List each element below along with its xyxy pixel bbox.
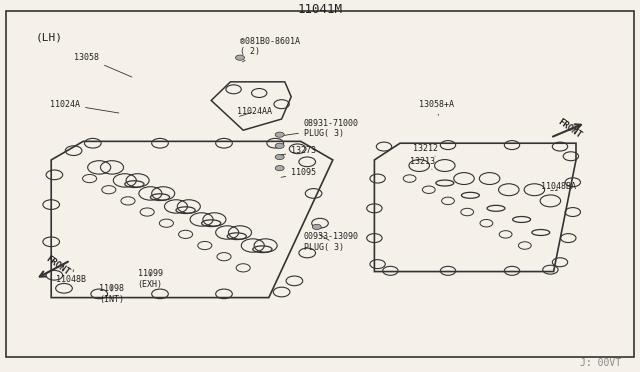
Text: 08931-71000
PLUG( 3): 08931-71000 PLUG( 3): [284, 119, 359, 138]
Circle shape: [236, 55, 244, 60]
Circle shape: [312, 224, 321, 230]
Text: 13213: 13213: [410, 157, 435, 169]
Polygon shape: [51, 141, 333, 298]
Text: 11048B: 11048B: [56, 270, 86, 283]
Text: 11095: 11095: [281, 169, 316, 177]
Text: 11024AA: 11024AA: [237, 107, 272, 116]
Circle shape: [275, 154, 284, 160]
Text: 13273: 13273: [281, 146, 316, 155]
Text: 13058: 13058: [74, 53, 132, 77]
Text: FRONT: FRONT: [44, 254, 71, 278]
Circle shape: [275, 166, 284, 171]
Text: 13058+A: 13058+A: [419, 100, 454, 115]
Text: 11098
(INT): 11098 (INT): [99, 284, 124, 304]
Text: FRONT: FRONT: [556, 117, 583, 140]
Text: 11041M: 11041M: [298, 3, 342, 16]
Text: ®081B0-8601A
( 2): ®081B0-8601A ( 2): [240, 37, 300, 62]
Text: 11048BA: 11048BA: [541, 182, 576, 190]
Polygon shape: [374, 143, 576, 272]
Text: 11099
(EXH): 11099 (EXH): [138, 269, 163, 289]
Polygon shape: [211, 82, 291, 130]
Circle shape: [275, 143, 284, 148]
Text: 11024A: 11024A: [50, 100, 119, 113]
Circle shape: [275, 132, 284, 137]
Text: 13212: 13212: [413, 144, 438, 156]
Text: 00933-13090
PLUG( 3): 00933-13090 PLUG( 3): [304, 232, 359, 251]
FancyBboxPatch shape: [6, 11, 634, 357]
Text: J: 00VT: J: 00VT: [580, 358, 621, 368]
Text: (LH): (LH): [35, 32, 62, 42]
